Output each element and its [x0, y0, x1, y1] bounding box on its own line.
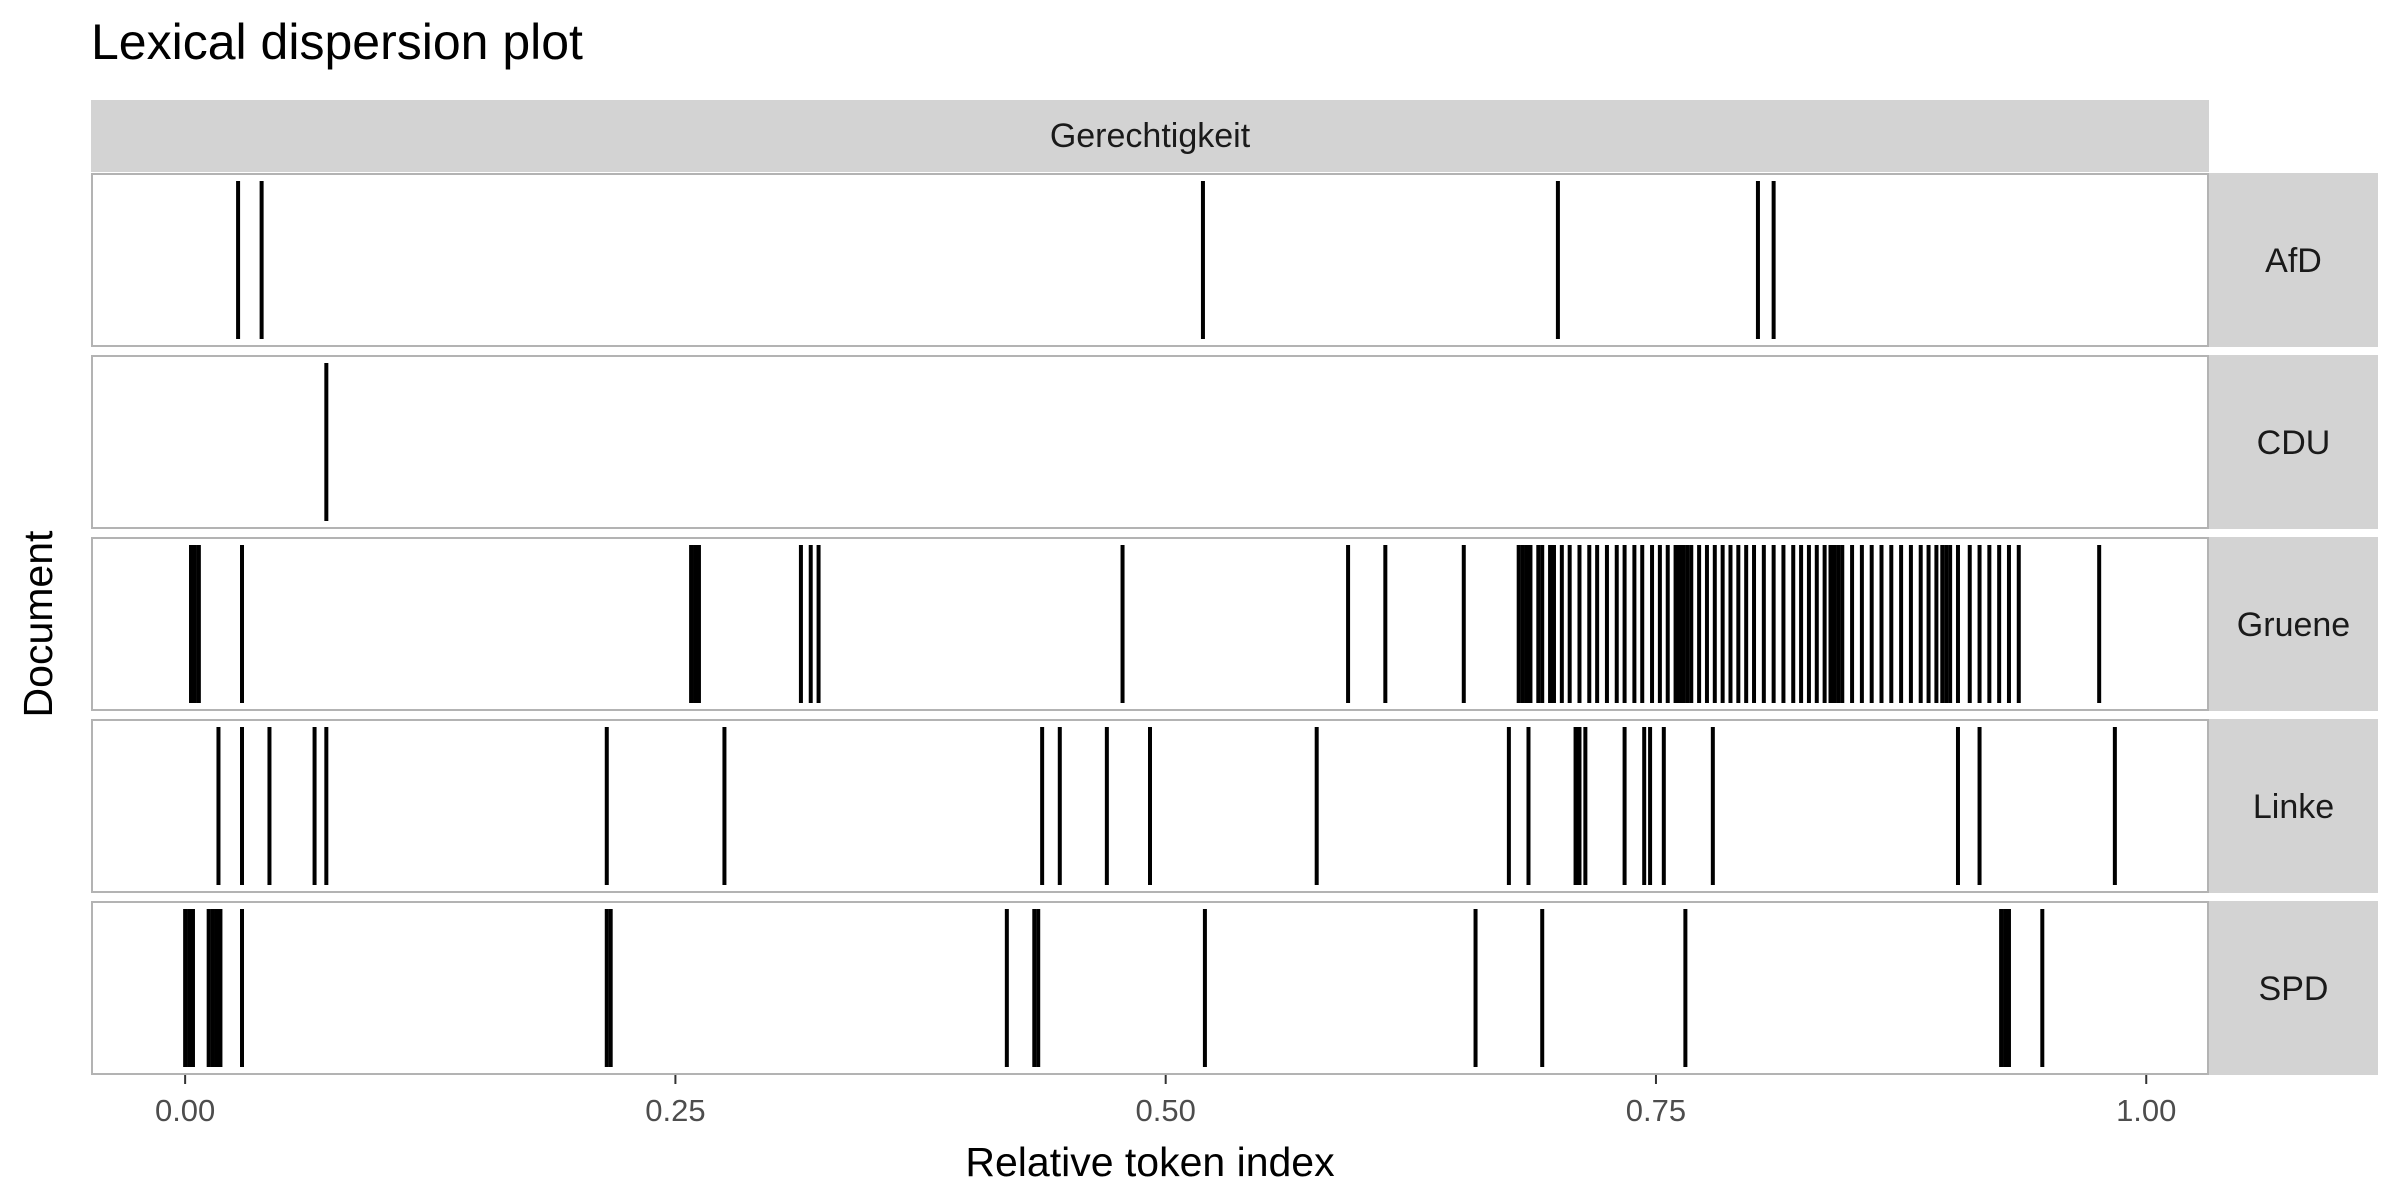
x-axis-title: Relative token index	[965, 1139, 1335, 1185]
y-axis-title: Document	[15, 530, 61, 717]
x-tick-label: 0.50	[1136, 1093, 1196, 1128]
x-axis: 0.00 0.25 0.50 0.75 1.00	[155, 1075, 2176, 1128]
panel-background	[91, 901, 2209, 1075]
facet-strip-right	[2209, 355, 2378, 529]
panel-background	[91, 355, 2209, 529]
facet-strip-right	[2209, 719, 2378, 893]
panel-background	[91, 537, 2209, 711]
facet-label: Gruene	[2237, 606, 2350, 644]
facet-label: CDU	[2257, 424, 2331, 462]
facet-label: SPD	[2259, 970, 2329, 1008]
facet-strip-top-label: Gerechtigkeit	[1050, 117, 1251, 155]
panel-background	[91, 173, 2209, 347]
facet-label: Linke	[2253, 788, 2334, 826]
facet-strip-right	[2209, 173, 2378, 347]
panel-linke: Linke	[91, 719, 2378, 893]
x-tick-label: 0.00	[155, 1093, 215, 1128]
facet-strip-right	[2209, 537, 2378, 711]
x-tick-label: 1.00	[2116, 1093, 2176, 1128]
panel-gruene: Gruene	[91, 537, 2378, 711]
panel-cdu: CDU	[91, 355, 2378, 529]
facet-strip-top	[91, 100, 2209, 172]
x-tick-label: 0.75	[1626, 1093, 1686, 1128]
panel-afd: AfD	[91, 173, 2378, 347]
facet-strip-right	[2209, 901, 2378, 1075]
facet-panels: AfD CDU Gruene Linke SPD	[91, 173, 2378, 1075]
x-tick-label: 0.25	[645, 1093, 705, 1128]
panel-spd: SPD	[91, 901, 2378, 1075]
facet-label: AfD	[2265, 242, 2322, 280]
chart-title: Lexical dispersion plot	[91, 14, 583, 70]
